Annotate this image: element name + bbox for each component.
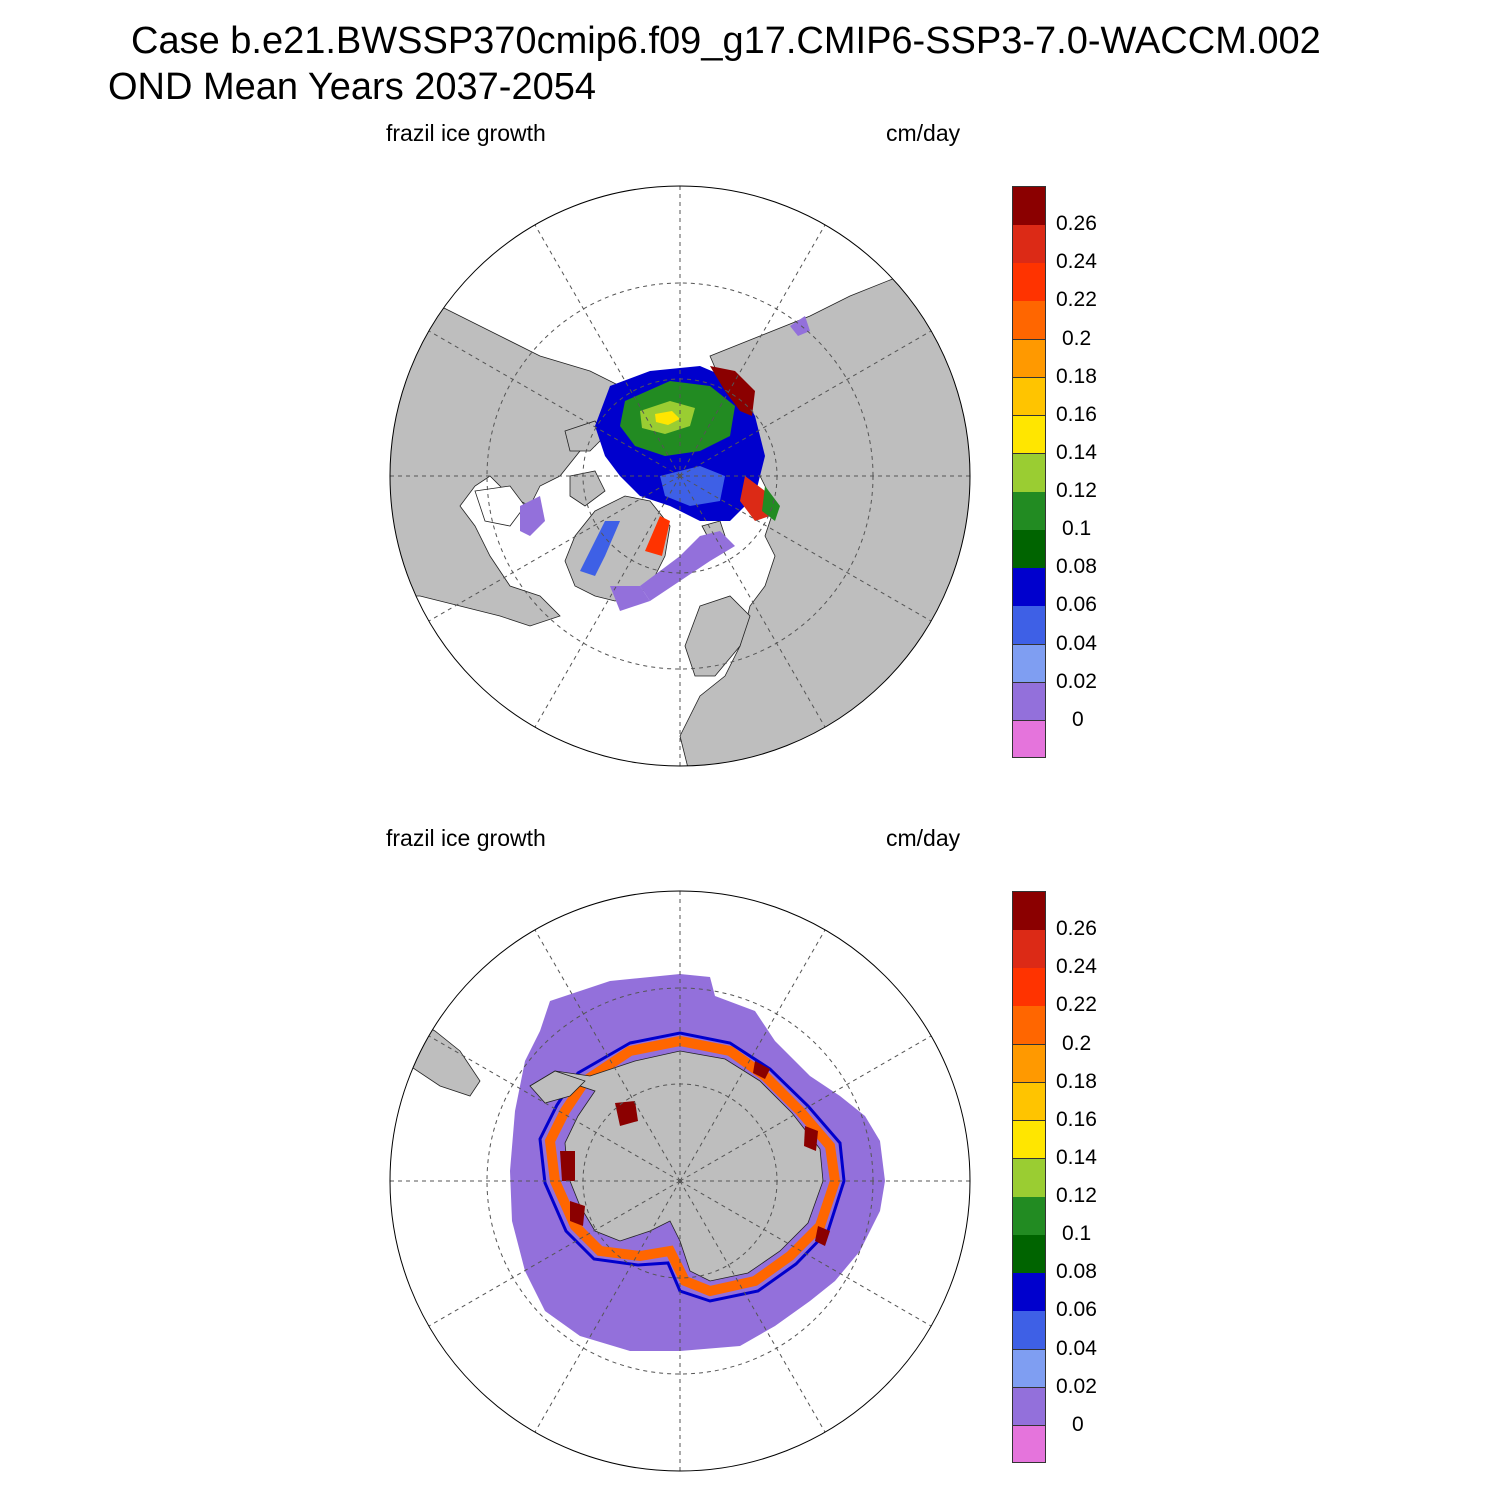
antarctic-graticule bbox=[390, 891, 970, 1471]
arctic-colorbar-swatch bbox=[1012, 529, 1046, 568]
antarctic-colorbar-swatch bbox=[1012, 1272, 1046, 1311]
antarctic-colorbar-swatch bbox=[1012, 1157, 1046, 1197]
arctic-colorbar-tick-label: 0.22 bbox=[1056, 288, 1097, 312]
arctic-colorbar-swatch bbox=[1012, 643, 1046, 683]
antarctic-colorbar-swatch bbox=[1012, 1424, 1046, 1464]
antarctic-colorbar-swatch bbox=[1012, 1196, 1046, 1235]
arctic-colorbar-tick-label: 0.02 bbox=[1056, 669, 1097, 693]
arctic-colorbar-tick-label: 0.06 bbox=[1056, 593, 1097, 617]
arctic-colorbar-tick-label: 0.1 bbox=[1062, 517, 1092, 541]
antarctic-colorbar-tick-label: 0.06 bbox=[1056, 1298, 1097, 1322]
arctic-colorbar-tick-label: 0.24 bbox=[1056, 250, 1097, 274]
arctic-graticule bbox=[390, 186, 970, 766]
arctic-colorbar-swatch bbox=[1012, 605, 1046, 645]
arctic-units-label: cm/day bbox=[886, 120, 961, 146]
arctic-colorbar-tick-label: 0.14 bbox=[1056, 440, 1097, 464]
antarctic-colorbar-tick-label: 0.16 bbox=[1056, 1107, 1097, 1131]
antarctic-colorbar-swatch bbox=[1012, 1119, 1046, 1159]
arctic-variable-label: frazil ice growth bbox=[386, 120, 546, 146]
arctic-land bbox=[390, 275, 970, 766]
antarctic-colorbar-swatch bbox=[1012, 891, 1046, 930]
antarctic-colorbar-tick-label: 0.04 bbox=[1056, 1336, 1097, 1360]
antarctic-colorbar-swatch bbox=[1012, 1234, 1046, 1273]
arctic-colorbar-swatch bbox=[1012, 186, 1046, 225]
antarctic-coastal-ring bbox=[544, 1035, 841, 1297]
arctic-colorbar-swatch bbox=[1012, 567, 1046, 606]
arctic-colorbar-tick-label: 0 bbox=[1072, 707, 1084, 731]
arctic-colorbar-swatch bbox=[1012, 491, 1046, 530]
antarctic-map-border bbox=[389, 890, 971, 1472]
arctic-colorbar-swatch bbox=[1012, 681, 1046, 721]
antarctic-colorbar-swatch bbox=[1012, 1310, 1046, 1350]
arctic-colorbar-tick-label: 0.08 bbox=[1056, 555, 1097, 579]
antarctic-colorbar-tick-label: 0.24 bbox=[1056, 955, 1097, 979]
arctic-colorbar-swatch bbox=[1012, 376, 1046, 416]
arctic-ice-field bbox=[520, 316, 810, 611]
antarctic-units-label: cm/day bbox=[886, 825, 961, 851]
arctic-colorbar-swatch bbox=[1012, 300, 1046, 340]
arctic-colorbar-tick-label: 0.18 bbox=[1056, 364, 1097, 388]
antarctic-colorbar-tick-label: 0.18 bbox=[1056, 1069, 1097, 1093]
antarctic-colorbar: 0 0.02 0.04 0.06 0.08 0.1 0.12 0.14 0.16 0.18 0.2 0… bbox=[1010, 891, 1120, 1464]
arctic-colorbar: 0 0.02 0.04 0.06 0.08 0.1 0.12 0.14 0.16 0.18 0.2 0… bbox=[1010, 186, 1120, 759]
arctic-colorbar-swatch bbox=[1012, 719, 1046, 759]
arctic-colorbar-tick-label: 0.2 bbox=[1062, 326, 1092, 350]
arctic-colorbar-swatch bbox=[1012, 262, 1046, 301]
antarctic-colorbar-swatch bbox=[1012, 1348, 1046, 1388]
arctic-colorbar-tick-label: 0.12 bbox=[1056, 479, 1097, 503]
antarctic-map bbox=[389, 890, 971, 1472]
figure-title: Case b.e21.BWSSP370cmip6.f09_g17.CMIP6-S… bbox=[131, 20, 1321, 62]
antarctic-colorbar-tick-label: 0.22 bbox=[1056, 993, 1097, 1017]
antarctic-colorbar-tick-label: 0.1 bbox=[1062, 1222, 1092, 1246]
arctic-map-border bbox=[389, 185, 971, 767]
antarctic-colorbar-swatch bbox=[1012, 1386, 1046, 1426]
antarctic-colorbar-swatch bbox=[1012, 1081, 1046, 1121]
antarctic-colorbar-tick-label: 0.26 bbox=[1056, 917, 1097, 941]
arctic-colorbar-swatch bbox=[1012, 414, 1046, 454]
arctic-colorbar-swatch bbox=[1012, 452, 1046, 492]
figure-subtitle: OND Mean Years 2037-2054 bbox=[108, 66, 596, 108]
antarctic-hotspots bbox=[560, 1061, 830, 1246]
arctic-colorbar-swatch bbox=[1012, 338, 1046, 378]
arctic-map bbox=[389, 185, 971, 767]
arctic-colorbar-tick-label: 0.26 bbox=[1056, 212, 1097, 236]
antarctic-variable-label: frazil ice growth bbox=[386, 825, 546, 851]
antarctic-colorbar-tick-label: 0 bbox=[1072, 1412, 1084, 1436]
antarctic-colorbar-swatch bbox=[1012, 1005, 1046, 1045]
antarctic-colorbar-swatch bbox=[1012, 1043, 1046, 1083]
antarctic-colorbar-swatch bbox=[1012, 967, 1046, 1006]
antarctic-colorbar-tick-label: 0.08 bbox=[1056, 1260, 1097, 1284]
antarctic-colorbar-tick-label: 0.12 bbox=[1056, 1184, 1097, 1208]
arctic-colorbar-swatch bbox=[1012, 224, 1046, 263]
antarctic-colorbar-tick-label: 0.14 bbox=[1056, 1145, 1097, 1169]
antarctic-colorbar-tick-label: 0.02 bbox=[1056, 1374, 1097, 1398]
arctic-colorbar-tick-label: 0.04 bbox=[1056, 631, 1097, 655]
arctic-colorbar-tick-label: 0.16 bbox=[1056, 402, 1097, 426]
antarctic-colorbar-tick-label: 0.2 bbox=[1062, 1031, 1092, 1055]
antarctic-colorbar-swatch bbox=[1012, 929, 1046, 968]
